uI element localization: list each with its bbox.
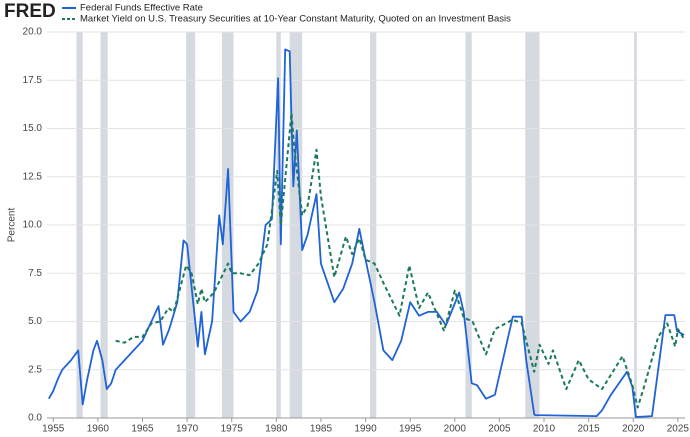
y-tick-label: 10.0 xyxy=(23,220,43,231)
x-tick-label: 2025 xyxy=(667,424,690,435)
legend-label: Federal Funds Effective Rate xyxy=(80,3,203,14)
x-tick-label: 2010 xyxy=(533,424,556,435)
legend-label: Market Yield on U.S. Treasury Securities… xyxy=(80,14,511,25)
x-tick-label: 2005 xyxy=(488,424,511,435)
y-tick-label: 2.5 xyxy=(28,364,42,375)
logo: FRED xyxy=(4,1,56,22)
x-tick-label: 2015 xyxy=(578,424,601,435)
x-tick-label: 1960 xyxy=(87,424,110,435)
x-tick-label: 1970 xyxy=(176,424,199,435)
x-tick-label: 2020 xyxy=(622,424,645,435)
series-line xyxy=(115,112,685,409)
x-tick-label: 1975 xyxy=(221,424,244,435)
x-tick-label: 2000 xyxy=(444,424,467,435)
x-tick-label: 1990 xyxy=(354,424,377,435)
y-tick-label: 0.0 xyxy=(28,413,42,424)
y-tick-label: 5.0 xyxy=(28,316,42,327)
x-tick-label: 1980 xyxy=(265,424,288,435)
x-tick-label: 1955 xyxy=(42,424,65,435)
y-tick-label: 7.5 xyxy=(28,268,42,279)
series-line xyxy=(48,48,685,418)
x-tick-label: 1965 xyxy=(131,424,154,435)
y-tick-label: 20.0 xyxy=(23,27,43,38)
y-axis-label: Percent xyxy=(7,208,18,243)
y-tick-label: 17.5 xyxy=(23,75,43,86)
x-tick-label: 1985 xyxy=(310,424,333,435)
x-tick-label: 1995 xyxy=(399,424,422,435)
y-tick-label: 15.0 xyxy=(23,123,43,134)
y-tick-label: 12.5 xyxy=(23,171,43,182)
